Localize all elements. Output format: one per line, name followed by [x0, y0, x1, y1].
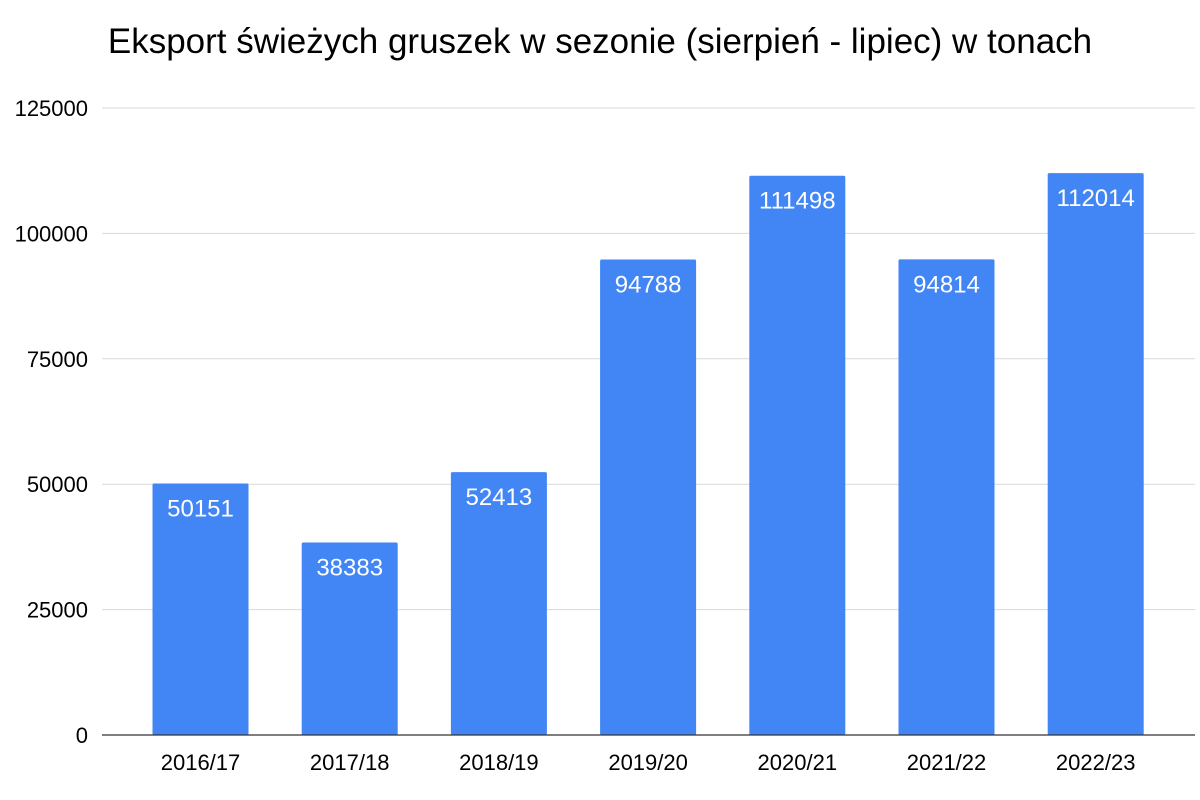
data-label: 94814	[913, 271, 980, 298]
y-tick-label: 125000	[15, 96, 88, 121]
bar-2018-19	[450, 472, 547, 735]
bars	[152, 173, 1144, 736]
x-axis-ticks: 2016/17 2017/18 2018/19 2019/20 2020/21 2021/…	[161, 750, 1136, 775]
bar-2017-18	[301, 542, 398, 735]
chart-title: Eksport świeżych gruszek w sezonie (sier…	[107, 22, 1093, 61]
data-label: 111498	[759, 188, 836, 215]
data-label: 38383	[316, 554, 383, 581]
x-tick-label: 2021/22	[907, 750, 987, 775]
x-tick-label: 2020/21	[758, 750, 838, 775]
data-labels: 50151 38383 52413 94788 111498 94814 112014	[167, 185, 1135, 581]
x-tick-label: 2018/19	[459, 750, 539, 775]
bar-2019-20	[600, 259, 697, 735]
x-tick-label: 2016/17	[161, 750, 241, 775]
y-tick-label: 50000	[27, 472, 88, 497]
data-label: 52413	[466, 484, 533, 511]
y-tick-label: 75000	[27, 347, 88, 372]
y-tick-label: 25000	[27, 598, 88, 623]
data-label: 50151	[167, 495, 234, 522]
y-tick-label: 0	[76, 723, 88, 748]
x-tick-label: 2022/23	[1056, 750, 1136, 775]
x-tick-label: 2017/18	[310, 750, 390, 775]
bar-2020-21	[749, 175, 846, 736]
x-tick-label: 2019/20	[608, 750, 688, 775]
y-axis-ticks: 0 25000 50000 75000 100000 125000	[15, 96, 88, 748]
data-label: 94788	[615, 272, 682, 299]
data-label: 112014	[1057, 185, 1135, 212]
y-tick-label: 100000	[15, 221, 88, 246]
bar-2022-23	[1047, 173, 1144, 736]
bar-2016-17	[152, 483, 249, 735]
bar-2021-22	[898, 259, 995, 735]
